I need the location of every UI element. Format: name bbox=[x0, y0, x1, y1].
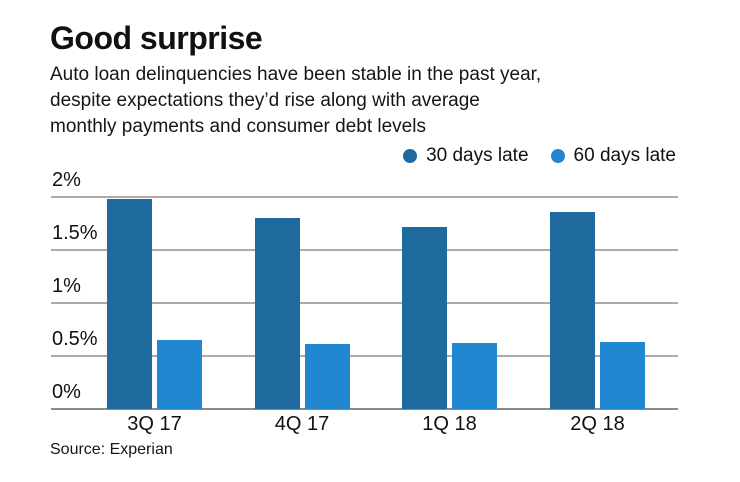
gridline-0.5% bbox=[51, 355, 678, 357]
chart-legend: 30 days late 60 days late bbox=[403, 145, 676, 167]
bar-30-days-late-2q-18 bbox=[550, 211, 595, 409]
y-tick-label-1.5%: 1.5% bbox=[52, 222, 98, 244]
y-tick-label-0%: 0% bbox=[52, 381, 81, 403]
gridline-2% bbox=[51, 196, 678, 198]
legend-dot-30-days-late bbox=[403, 149, 418, 163]
bar-60-days-late-4q-17 bbox=[304, 344, 350, 409]
x-axis-line bbox=[51, 408, 678, 410]
y-tick-label-2%: 2% bbox=[52, 169, 81, 191]
chart-subtitle-line: Auto loan delinquencies have been stable… bbox=[50, 64, 542, 85]
y-tick-label-1%: 1% bbox=[52, 275, 81, 297]
bar-30-days-late-3q-17 bbox=[107, 199, 152, 409]
x-tick-label-2q-18: 2Q 18 bbox=[570, 413, 625, 435]
gridline-1.5% bbox=[51, 249, 678, 251]
bar-60-days-late-3q-17 bbox=[157, 340, 202, 409]
legend-label: 30 days late bbox=[426, 145, 529, 166]
bar-60-days-late-2q-18 bbox=[600, 342, 645, 409]
x-tick-label-3q-17: 3Q 17 bbox=[127, 413, 182, 435]
x-tick-label-4q-17: 4Q 17 bbox=[274, 413, 330, 435]
y-tick-label-0.5%: 0.5% bbox=[52, 328, 98, 350]
chart-title: Good surprise bbox=[50, 20, 263, 56]
plot-area: 0% 0.5% 1% 1.5% 2% 3Q 17 4Q 17 1Q 18 2Q 18 bbox=[51, 169, 678, 435]
legend-item-30-days-late: 30 days late bbox=[403, 145, 529, 167]
legend-dot-60-days-late bbox=[550, 149, 565, 163]
legend-item-60-days-late: 60 days late bbox=[550, 145, 676, 167]
chart-subtitle: Auto loan delinquencies have been stable… bbox=[50, 62, 541, 140]
x-tick-label-1q-18: 1Q 18 bbox=[422, 413, 477, 435]
bar-30-days-late-1q-18 bbox=[402, 226, 447, 409]
gridline-1% bbox=[51, 302, 678, 304]
chart-subtitle-line: monthly payments and consumer debt level… bbox=[50, 116, 426, 137]
source-label: Source: Experian bbox=[50, 441, 173, 458]
chart-subtitle-line: despite expectations they’d rise along w… bbox=[50, 90, 480, 111]
bar-30-days-late-4q-17 bbox=[254, 218, 300, 409]
legend-label: 60 days late bbox=[573, 145, 676, 166]
bar-60-days-late-1q-18 bbox=[452, 343, 497, 409]
